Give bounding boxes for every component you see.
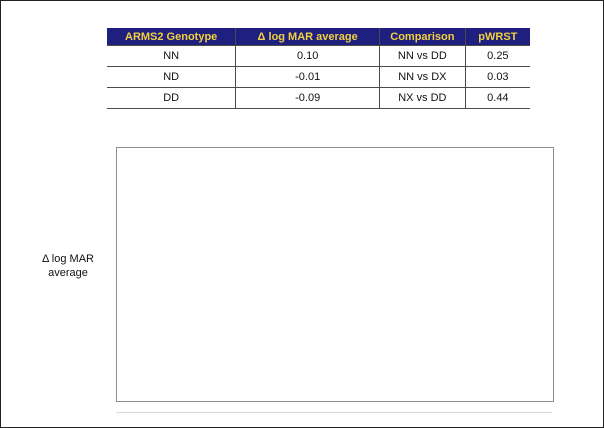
table-row: DD -0.09 NX vs DD 0.44 — [107, 87, 530, 109]
divider — [116, 412, 552, 413]
table-row: NN 0.10 NN vs DD 0.25 — [107, 45, 530, 67]
table-header-row: ARMS2 Genotype Δ log MAR average Compari… — [107, 28, 530, 46]
cell-genotype: DD — [107, 87, 236, 109]
cell-pwrst: 0.25 — [464, 45, 530, 67]
header-comparison: Comparison — [379, 28, 466, 46]
chart-panel — [116, 147, 554, 402]
header-genotype: ARMS2 Genotype — [107, 28, 236, 46]
cell-delta-logmar: -0.09 — [235, 87, 380, 109]
y-axis-label-line-1: Δ log MAR — [42, 253, 94, 265]
table-row: ND -0.01 NN vs DX 0.03 — [107, 66, 530, 88]
cell-pwrst: 0.03 — [464, 66, 530, 88]
cell-pwrst: 0.44 — [464, 87, 530, 109]
y-axis-label-line-2: average — [48, 267, 88, 279]
cell-comparison: NX vs DD — [379, 87, 466, 109]
genotype-summary-table: ARMS2 Genotype Δ log MAR average Compari… — [107, 28, 530, 109]
header-delta-logmar: Δ log MAR average — [235, 28, 380, 46]
header-pwrst: pWRST — [464, 28, 530, 46]
